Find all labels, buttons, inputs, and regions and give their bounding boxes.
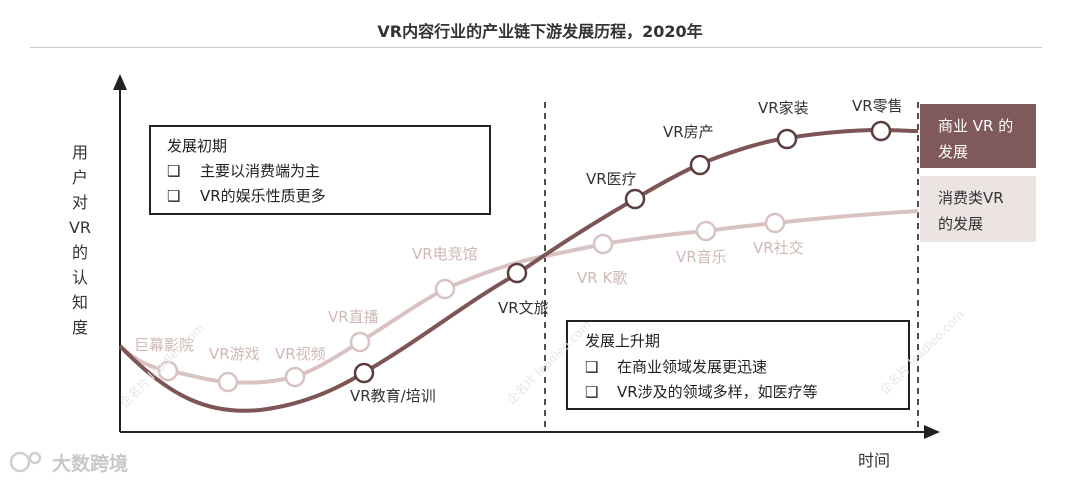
commercial-point-label: VR教育/培训 xyxy=(350,387,436,405)
early-stage-bullet-icon: ❑ xyxy=(167,162,180,180)
commercial-point-label: VR家装 xyxy=(758,99,809,117)
legend-label-line: 发展 xyxy=(938,143,968,161)
y-axis-label-char: 户 xyxy=(72,168,88,187)
consumer-point-label: VR视频 xyxy=(275,345,326,363)
y-axis-label-char: 的 xyxy=(72,243,88,262)
consumer-point-marker xyxy=(695,220,717,242)
consumer-point-marker xyxy=(217,371,239,393)
legend-commercial-label: 商业 VR 的发展 xyxy=(938,117,1013,161)
legend-label-line: 商业 VR 的 xyxy=(938,117,1013,135)
title-divider xyxy=(30,47,1042,48)
legend-label-line: 消费类VR xyxy=(938,189,1004,207)
legend-label-line: 的发展 xyxy=(938,215,983,233)
legend-consumer-label: 消费类VR 的发展 xyxy=(938,189,1004,233)
commercial-point-label: VR医疗 xyxy=(586,170,637,188)
commercial-point-marker xyxy=(870,120,892,142)
consumer-point-label: 巨幕影院 xyxy=(134,336,194,354)
early-stage-box xyxy=(149,125,491,215)
chart-title: VR内容行业的产业链下游发展历程，2020年 xyxy=(377,22,703,41)
consumer-point-marker xyxy=(434,278,456,300)
consumer-point-marker xyxy=(349,331,371,353)
commercial-point-marker xyxy=(776,128,798,150)
commercial-point-marker xyxy=(624,188,646,210)
y-axis-arrow xyxy=(113,74,127,90)
y-axis-label-char: 知 xyxy=(72,293,88,312)
rise-stage-item: VR涉及的领域多样，如医疗等 xyxy=(617,383,818,401)
consumer-point-label: VR电竞馆 xyxy=(412,245,478,263)
consumer-point-label: VR社交 xyxy=(753,239,804,257)
y-axis-label-char: 度 xyxy=(72,318,88,337)
brand-logo-icon xyxy=(28,451,42,465)
brand-logo: 大数跨境 xyxy=(9,451,128,475)
y-axis-label-char: 认 xyxy=(72,268,88,287)
early-stage-item: 主要以消费端为主 xyxy=(200,162,320,180)
y-axis-label-char: VR xyxy=(69,218,91,237)
commercial-point-label: VR文旅 xyxy=(498,299,549,317)
consumer-point-marker xyxy=(592,233,614,255)
commercial-point-marker xyxy=(689,154,711,176)
rise-stage-bullet-icon: ❑ xyxy=(585,383,598,401)
early-stage-title: 发展初期 xyxy=(167,137,227,155)
early-stage-item: VR的娱乐性质更多 xyxy=(200,187,326,205)
commercial-point-label: VR零售 xyxy=(852,97,903,115)
rise-stage-item: 在商业领域发展更迅速 xyxy=(617,358,767,376)
y-axis-label-char: 用 xyxy=(72,143,88,162)
early-stage-bullet-icon: ❑ xyxy=(167,187,180,205)
brand-name: 大数跨境 xyxy=(52,452,128,475)
commercial-point-label: VR房产 xyxy=(663,123,714,141)
consumer-point-label: VR音乐 xyxy=(676,248,727,266)
commercial-point-marker xyxy=(353,362,375,384)
y-axis-label-char: 对 xyxy=(72,193,88,212)
consumer-point-label: VR直播 xyxy=(328,308,379,326)
rise-stage-box xyxy=(566,320,910,410)
legend-consumer-swatch xyxy=(920,176,1036,242)
commercial-series-line xyxy=(118,127,919,413)
consumer-point-marker xyxy=(764,212,786,234)
consumer-point-marker xyxy=(284,366,306,388)
consumer-point-marker xyxy=(157,360,179,382)
watermark-text: 企名片 leadleo.com xyxy=(117,320,207,410)
x-axis-arrow xyxy=(924,425,940,439)
commercial-point-marker xyxy=(506,262,528,284)
x-axis-label: 时间 xyxy=(858,451,890,470)
legend-commercial-swatch xyxy=(920,104,1036,168)
rise-stage-bullet-icon: ❑ xyxy=(585,358,598,376)
rise-stage-title: 发展上升期 xyxy=(585,332,660,350)
consumer-point-label: VR游戏 xyxy=(209,345,260,363)
brand-logo-icon xyxy=(9,451,31,473)
consumer-point-label: VR K歌 xyxy=(577,269,627,287)
